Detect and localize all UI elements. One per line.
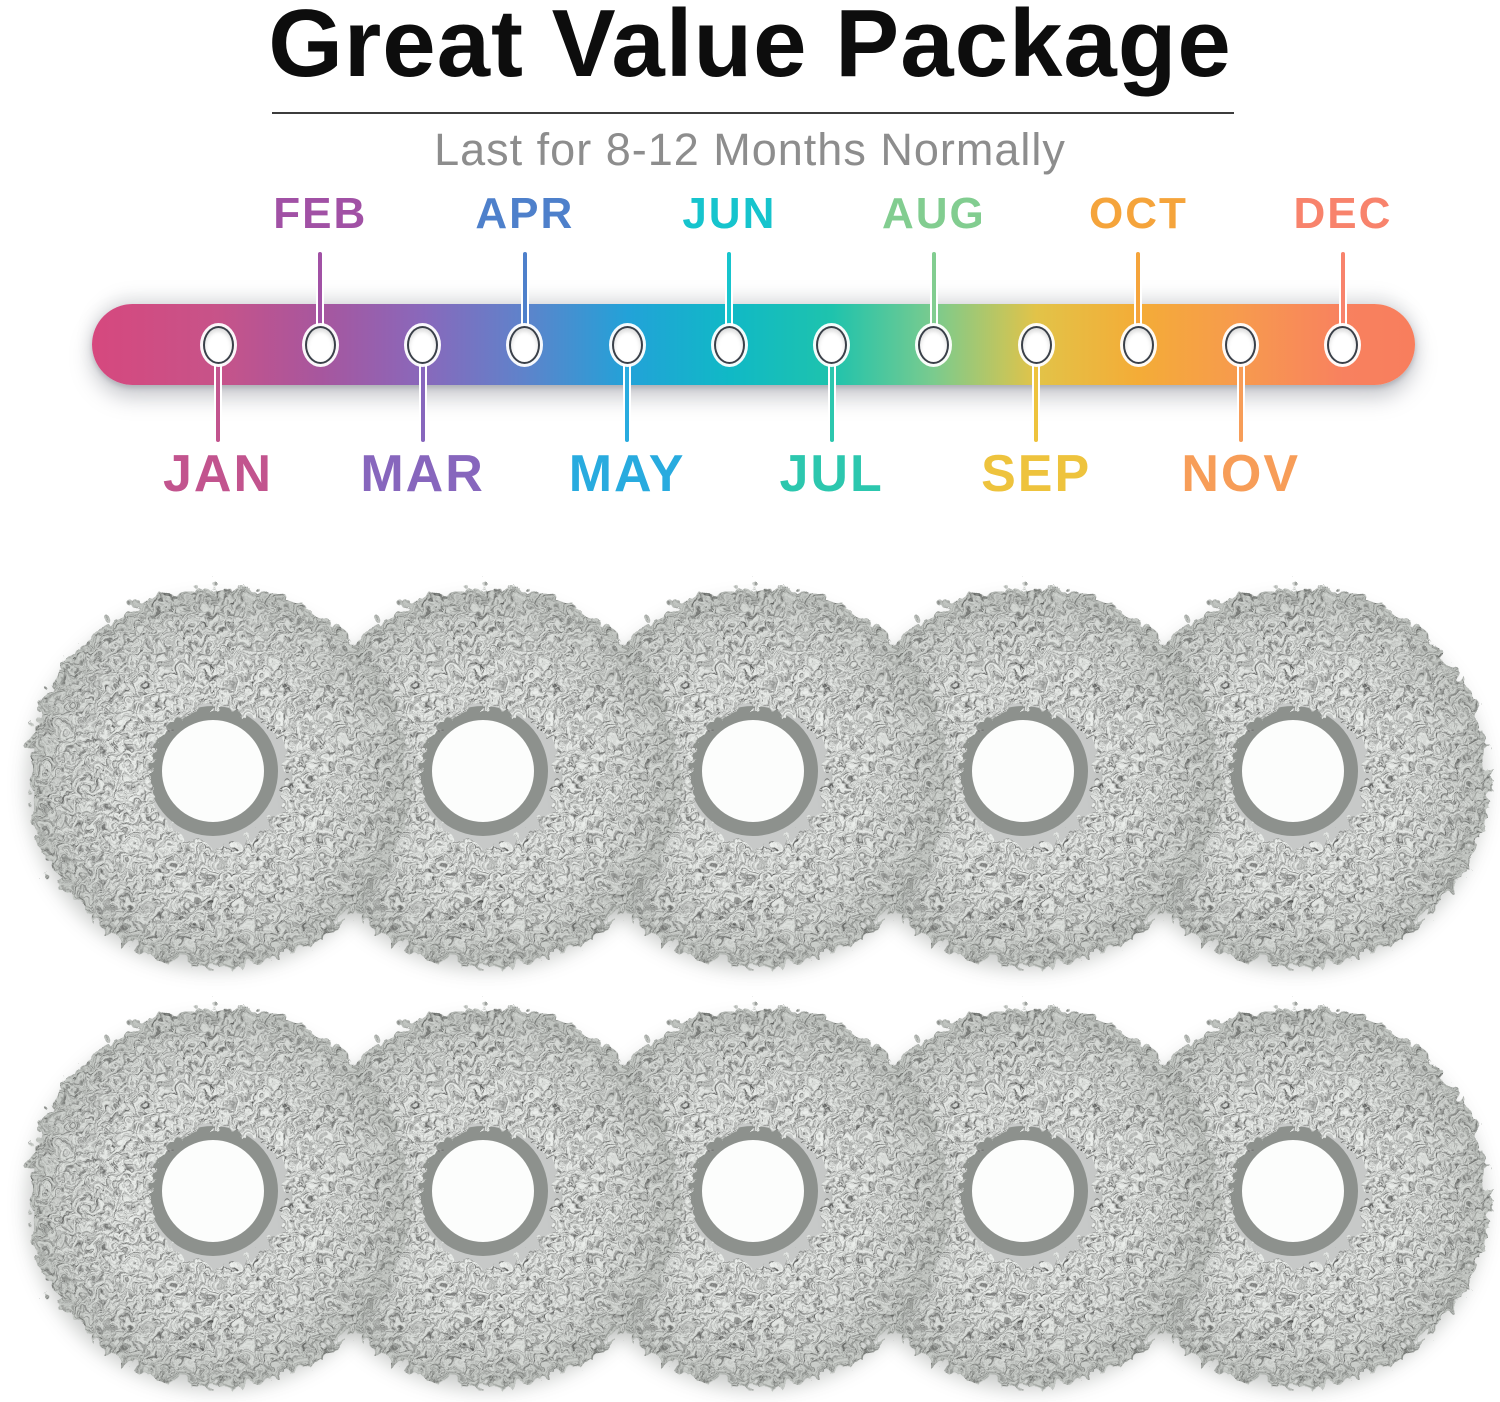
- timeline-gradient-bar: [92, 304, 1415, 385]
- timeline-hole: [816, 326, 848, 364]
- timeline-hole: [1122, 326, 1154, 364]
- month-connector-line: [1340, 252, 1345, 347]
- month-connector-line: [522, 252, 527, 347]
- timeline-hole: [1225, 326, 1257, 364]
- mop-pad: [23, 581, 404, 969]
- month-connector-line: [1034, 345, 1039, 442]
- timeline-hole: [713, 326, 745, 364]
- months-timeline: JAN FEB MAR APR MAY JUN JUL AUG: [0, 0, 1500, 520]
- month-label-jul: JUL: [779, 445, 884, 503]
- mop-pad: [23, 1001, 404, 1389]
- title-divider-line: [272, 112, 1234, 114]
- timeline-hole: [407, 326, 439, 364]
- month-label-oct: OCT: [1088, 189, 1188, 238]
- timeline-hole: [304, 326, 336, 364]
- timeline-hole: [918, 326, 950, 364]
- month-connector-line: [829, 345, 834, 442]
- timeline-hole: [611, 326, 643, 364]
- month-label-jun: JUN: [682, 189, 777, 238]
- month-connector-line: [1136, 252, 1141, 347]
- month-label-may: MAY: [568, 445, 686, 503]
- month-connector-line: [318, 252, 323, 347]
- month-label-mar: MAR: [360, 445, 485, 503]
- month-label-jan: JAN: [162, 445, 274, 503]
- month-connector-line: [1238, 345, 1243, 442]
- month-label-feb: FEB: [273, 189, 368, 238]
- month-connector-line: [420, 345, 425, 442]
- page-subtitle: Last for 8-12 Months Normally: [434, 124, 1066, 175]
- timeline-hole: [202, 326, 234, 364]
- timeline-hole: [1327, 326, 1359, 364]
- month-label-aug: AUG: [881, 189, 986, 238]
- month-label-nov: NOV: [1181, 445, 1301, 503]
- timeline-hole: [509, 326, 541, 364]
- month-label-apr: APR: [475, 189, 575, 238]
- month-connector-line: [931, 252, 936, 347]
- month-label-dec: DEC: [1293, 189, 1393, 238]
- page-title: Great Value Package: [268, 0, 1232, 97]
- month-connector-line: [216, 345, 220, 442]
- timeline-hole: [1020, 326, 1052, 364]
- month-label-sep: SEP: [981, 445, 1092, 503]
- month-connector-line: [625, 345, 630, 442]
- month-connector-line: [727, 252, 732, 347]
